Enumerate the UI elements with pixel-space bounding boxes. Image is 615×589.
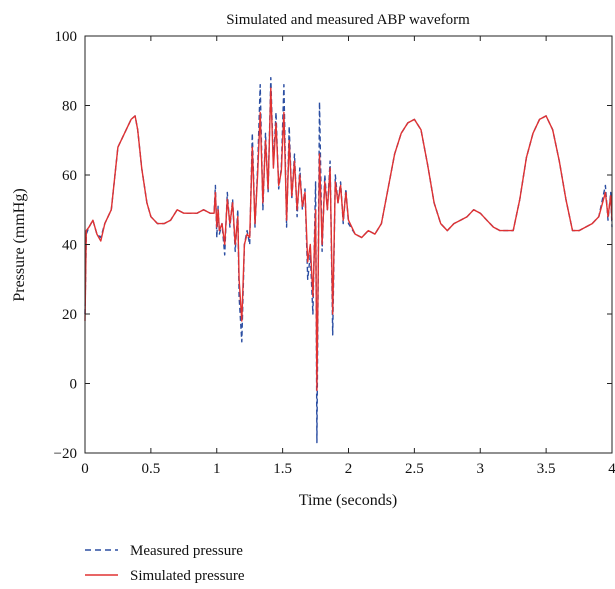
y-tick-label: 40 [62, 238, 77, 254]
x-tick-label: 3 [477, 461, 485, 477]
x-tick-label: 3.5 [537, 461, 556, 477]
x-tick-label: 0 [81, 461, 89, 477]
x-tick-label: 1 [213, 461, 221, 477]
y-tick-label: 100 [55, 29, 78, 45]
chart-title: Simulated and measured ABP waveform [226, 12, 470, 28]
x-tick-label: 2 [345, 461, 353, 477]
y-axis-label: Pressure (mmHg) [11, 188, 28, 301]
plot-area [85, 36, 612, 453]
x-axis-label: Time (seconds) [299, 492, 398, 509]
legend: Measured pressure Simulated pressure [85, 543, 245, 584]
legend-label-simulated: Simulated pressure [130, 568, 245, 584]
x-tick-label: 1.5 [273, 461, 292, 477]
simulated-pressure-line [84, 87, 613, 392]
legend-label-measured: Measured pressure [130, 543, 243, 559]
y-tick-label: 60 [62, 168, 77, 184]
x-tick-label: 0.5 [142, 461, 161, 477]
x-tick-label: 4 [608, 461, 615, 477]
y-tick-label: −20 [54, 446, 77, 462]
y-tick-label: 0 [70, 377, 78, 393]
y-tick-label: 20 [62, 307, 77, 323]
x-tick-label: 2.5 [405, 461, 424, 477]
y-tick-label: 80 [62, 99, 77, 115]
series-layer [84, 76, 613, 444]
